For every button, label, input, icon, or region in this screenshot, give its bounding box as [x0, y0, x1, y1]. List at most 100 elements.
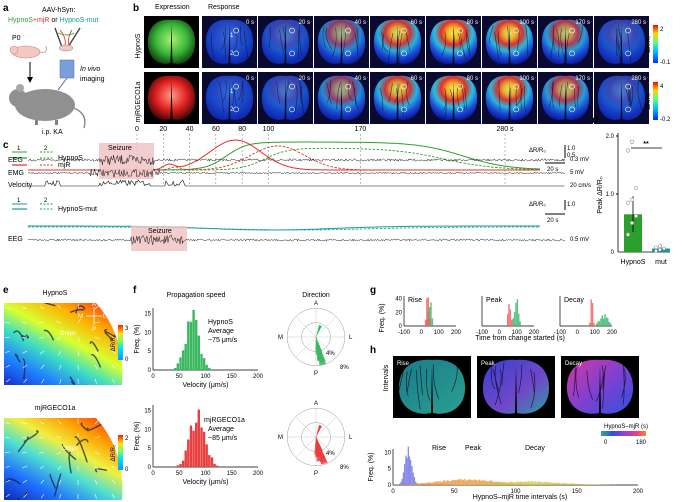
e-flow-arrow	[94, 350, 99, 355]
f-rose-mjr: A L P M 4% 8%	[278, 401, 353, 477]
h-ytick: 5	[388, 467, 392, 473]
e-flow-arrow	[57, 304, 62, 310]
e-compass: A L P M	[78, 302, 107, 333]
h-bin-decay	[504, 482, 506, 485]
f-rose1-compass-p: P	[314, 371, 318, 377]
h-bin-decay	[467, 484, 469, 485]
e-flow-arrow	[111, 437, 117, 439]
e-flow-arrow	[57, 465, 62, 471]
response-activity	[373, 19, 422, 64]
e-flow-arrow	[111, 493, 116, 499]
e-flow-arrow	[94, 321, 100, 324]
response-vessels	[269, 24, 302, 59]
emg-scale: 5 mV	[570, 170, 584, 176]
h-bin-decay	[462, 484, 465, 485]
h-bin-peak	[407, 484, 409, 485]
roi2-marker	[625, 50, 631, 57]
f-series2-avg2: ~85 μm/s	[208, 435, 238, 442]
roi1-marker	[569, 27, 575, 34]
h-bin-peak	[450, 481, 452, 485]
h-bin-peak	[427, 482, 429, 485]
h-bin-peak	[423, 483, 425, 485]
h-bin-rise	[400, 481, 402, 485]
h-bin-decay	[475, 483, 477, 485]
f-rose2-ring-label-8: 8%	[340, 465, 349, 471]
h-bin-decay	[483, 483, 485, 485]
e-flow-arrow	[77, 304, 80, 310]
h-bin-rise	[404, 464, 406, 485]
h-bin-peak	[424, 483, 427, 485]
h-xlabel: HypnoS–mjR time intervals (s)	[473, 494, 568, 501]
response-vessels	[218, 80, 244, 114]
h-bin-peak	[406, 484, 408, 485]
g-hist-rise-ytick: 20	[395, 310, 402, 316]
g-hist-peak-bin-red	[508, 304, 510, 326]
e-flow-arrow	[39, 437, 45, 439]
legend-hypnos: HypnoS	[58, 155, 83, 162]
trace-eeg-2	[27, 234, 565, 245]
h-bin-decay	[589, 484, 591, 485]
h-xtick: 50	[451, 489, 458, 495]
e-cbar2-min: 0	[125, 467, 129, 473]
roi1-marker	[289, 83, 295, 90]
response-vessels	[326, 80, 359, 110]
f-hist2-bin	[205, 444, 208, 467]
h-bin-decay	[531, 481, 533, 485]
h-bin-decay	[488, 483, 490, 485]
f-rose1-spoke	[315, 316, 337, 338]
roi1-marker	[513, 27, 519, 34]
d-point	[633, 186, 639, 191]
e-flow-arrow	[22, 479, 28, 484]
h-bin-rise	[405, 455, 407, 485]
e-flow-arrow	[94, 336, 100, 340]
h-map-decay-title: Decay	[565, 361, 582, 367]
e-cbar1-min: 0	[125, 357, 129, 363]
h-bin-decay	[538, 481, 541, 485]
g-hist-peak-xtick: 100	[512, 330, 523, 336]
h-bin-peak	[459, 479, 461, 485]
g-hist-peak-bin-green	[513, 312, 516, 326]
time-mark-label: 100	[263, 126, 275, 133]
g-hist-decay-bin-green	[601, 315, 603, 326]
e-flow-arrow	[94, 493, 97, 499]
h-legend-rise: Rise	[432, 445, 446, 452]
h-bin-decay	[498, 482, 500, 485]
e-flow-arrow	[40, 364, 45, 369]
e-flow-arrow	[77, 318, 81, 324]
e-flow-arrow	[23, 378, 28, 383]
time-label: 100 s	[519, 76, 534, 82]
h-bin-decay	[464, 484, 466, 485]
h-bin-peak	[437, 481, 439, 485]
d-point	[629, 220, 635, 226]
roi2-marker	[569, 106, 575, 113]
roi1-marker	[401, 83, 407, 90]
roi2-marker	[457, 106, 463, 113]
e-colorbar-1	[118, 325, 123, 360]
legend-mut-roi1: 1	[17, 198, 21, 204]
h-bin-peak	[484, 480, 487, 485]
h-bin-decay	[482, 483, 484, 485]
imaging-line2: imaging	[80, 76, 105, 83]
h-bin-decay	[582, 484, 585, 485]
h-bin-decay	[558, 482, 560, 485]
h-bin-decay	[500, 482, 503, 485]
h-bin-peak	[416, 483, 418, 485]
time-label: 20 s	[299, 20, 310, 26]
d-point	[662, 246, 666, 251]
roi2-marker	[233, 50, 239, 57]
d-ytick-2: 2.0	[606, 134, 615, 140]
f-hist1-ytick: 15	[144, 312, 151, 318]
e-flow-arrow	[56, 321, 62, 324]
d-point	[625, 148, 631, 153]
e-flow-arrow	[111, 306, 117, 310]
e-flow-arrow	[56, 451, 62, 455]
e-flow-arrow	[56, 336, 62, 340]
h-bin-peak	[446, 480, 449, 485]
h-bin-decay	[555, 482, 558, 485]
f-hist2-bin	[192, 430, 195, 467]
g-hist-decay-bin-green	[609, 323, 612, 326]
e-flow-arrow	[111, 336, 117, 339]
h-bin-peak	[476, 480, 478, 485]
